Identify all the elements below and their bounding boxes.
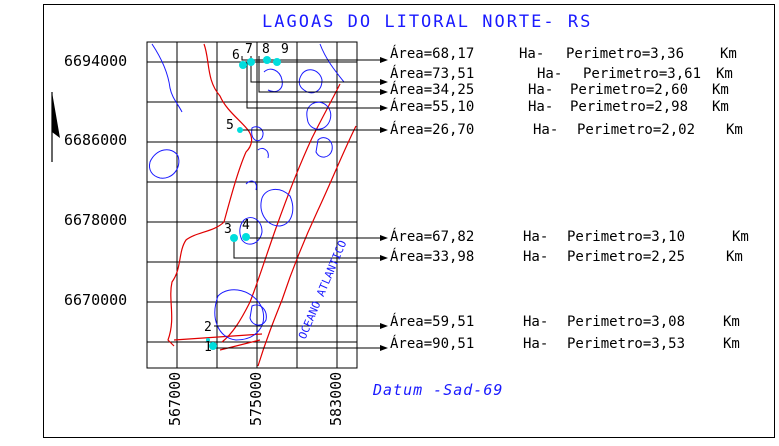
- perimeter-text: Perimetro=3,36: [566, 46, 685, 62]
- map-grid: [146, 41, 358, 369]
- leader-lines: [212, 56, 382, 349]
- lake-marker-label: 2: [204, 320, 212, 335]
- area-unit: Ha-: [523, 314, 549, 330]
- perimeter-text: Perimetro=2,25: [567, 249, 686, 265]
- lake-marker-label: 7: [245, 42, 253, 57]
- perimeter-unit: Km: [723, 336, 740, 352]
- area-text: Área=26,70: [390, 122, 475, 138]
- perimeter-text: Perimetro=2,02: [577, 122, 696, 138]
- area-text: Área=55,10: [390, 99, 475, 115]
- lake-marker-label: 3: [224, 222, 232, 237]
- perimeter-unit: Km: [712, 99, 729, 115]
- x-axis-label: 567000: [166, 371, 184, 426]
- area-unit: Ha-: [537, 66, 563, 82]
- area-text: Área=73,51: [390, 66, 475, 82]
- leader-arrowheads: [380, 57, 388, 351]
- lake-marker-label: 6: [232, 48, 240, 63]
- perimeter-unit: Km: [716, 66, 733, 82]
- y-axis-label: 6686000: [64, 131, 128, 149]
- area-unit: Ha-: [523, 249, 549, 265]
- area-unit: Ha-: [533, 122, 559, 138]
- lake-marker-label: 8: [262, 42, 270, 57]
- area-text: Área=59,51: [390, 314, 475, 330]
- y-axis-label: 6694000: [64, 52, 128, 70]
- area-unit: Ha-: [523, 229, 549, 245]
- area-unit: Ha-: [528, 82, 554, 98]
- area-unit: Ha-: [523, 336, 549, 352]
- perimeter-text: Perimetro=3,10: [567, 229, 686, 245]
- y-axis-label: 6678000: [64, 211, 128, 229]
- lake-marker-dots: [206, 56, 281, 350]
- y-axis-label: 6670000: [64, 291, 128, 309]
- x-axis-label: 583000: [327, 371, 345, 426]
- road-lines: [167, 43, 357, 367]
- area-text: Área=90,51: [390, 336, 475, 352]
- area-unit: Ha-: [528, 99, 554, 115]
- perimeter-unit: Km: [712, 82, 729, 98]
- perimeter-unit: Km: [726, 249, 743, 265]
- map-frame: [43, 4, 775, 438]
- x-axis-label: 575000: [247, 371, 265, 426]
- perimeter-unit: Km: [726, 122, 743, 138]
- lake-marker-label: 1: [204, 340, 212, 355]
- area-text: Área=33,98: [390, 249, 475, 265]
- perimeter-text: Perimetro=3,61: [583, 66, 702, 82]
- area-text: Área=68,17: [390, 46, 475, 62]
- lake-marker-label: 9: [281, 42, 289, 57]
- area-text: Área=67,82: [390, 229, 475, 245]
- perimeter-unit: Km: [723, 314, 740, 330]
- perimeter-text: Perimetro=3,08: [567, 314, 686, 330]
- datum-label: Datum -Sad-69: [373, 381, 504, 399]
- perimeter-text: Perimetro=2,98: [570, 99, 689, 115]
- area-unit: Ha-: [519, 46, 545, 62]
- north-arrow-icon: [51, 92, 60, 162]
- perimeter-text: Perimetro=3,53: [567, 336, 686, 352]
- lake-marker-label: 4: [242, 218, 250, 233]
- lake-marker-label: 5: [226, 118, 234, 133]
- perimeter-unit: Km: [732, 229, 749, 245]
- map-title: LAGOAS DO LITORAL NORTE- RS: [262, 12, 593, 32]
- area-text: Área=34,25: [390, 82, 475, 98]
- perimeter-unit: Km: [720, 46, 737, 62]
- perimeter-text: Perimetro=2,60: [570, 82, 689, 98]
